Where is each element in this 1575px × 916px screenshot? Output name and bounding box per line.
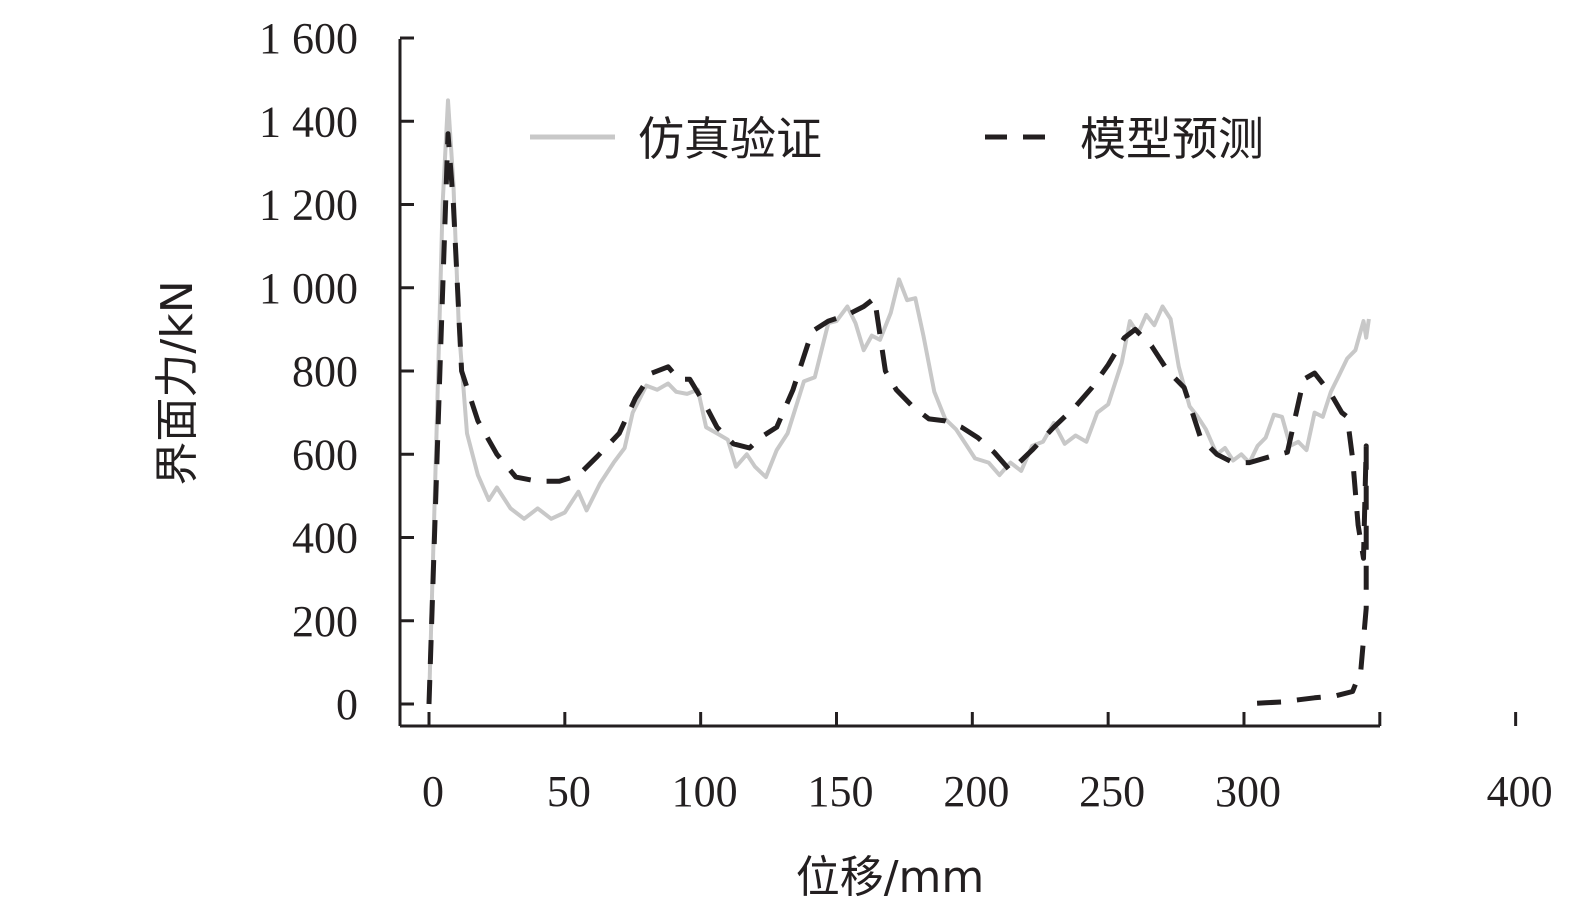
y-tick-label: 200 <box>292 597 358 646</box>
x-tick-label: 0 <box>422 767 444 816</box>
x-tick-label: 200 <box>943 767 1009 816</box>
legend: 仿真验证 模型预测 <box>530 112 1264 166</box>
series-line-1 <box>426 131 1369 707</box>
y-tick-label: 800 <box>292 347 358 396</box>
x-tick-label: 150 <box>807 767 873 816</box>
x-tick-label: 400 <box>1487 767 1553 816</box>
legend-label-0: 仿真验证 <box>638 112 822 166</box>
y-tick-label: 400 <box>292 514 358 563</box>
y-tick-label: 600 <box>292 430 358 479</box>
y-tick-label: 1 000 <box>259 264 358 313</box>
y-tick-label: 1 200 <box>259 181 358 230</box>
axes: 0 200 400 600 800 1 000 1 200 1 400 1 600 0 50 100 1… <box>259 14 1553 816</box>
y-tick-label: 1 400 <box>259 97 358 146</box>
series-line-0 <box>427 98 1371 705</box>
x-tick-label: 100 <box>672 767 738 816</box>
y-tick-label: 0 <box>336 680 358 729</box>
x-tick-label: 300 <box>1215 767 1281 816</box>
legend-label-1: 模型预测 <box>1080 112 1264 166</box>
x-tick-label: 250 <box>1079 767 1145 816</box>
y-axis-title: 界面力/kN <box>152 280 203 485</box>
x-axis-title: 位移/mm <box>796 852 985 903</box>
x-tick-label: 50 <box>547 767 591 816</box>
series-layer <box>426 98 1371 707</box>
y-tick-label: 1 600 <box>259 14 358 63</box>
